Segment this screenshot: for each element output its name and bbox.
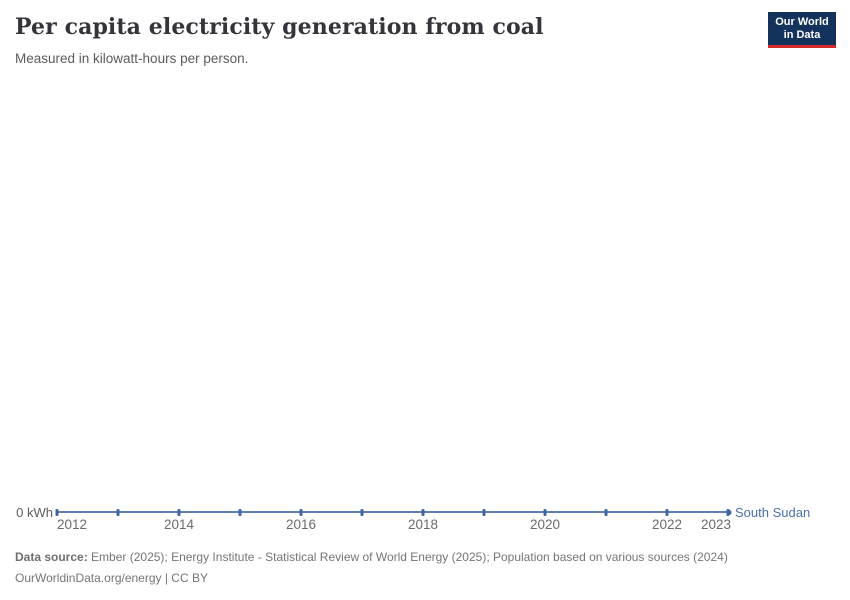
data-point-tick-2019: [482, 509, 486, 516]
data-point-tick-2022: [665, 509, 669, 516]
x-axis-label-2014: 2014: [163, 517, 195, 532]
x-axis-label-2022: 2022: [651, 517, 683, 532]
data-source-label: Data source:: [15, 550, 88, 564]
series-label-south-sudan[interactable]: South Sudan: [735, 505, 811, 520]
data-point-tick-2021: [604, 509, 608, 516]
data-point-tick-2017: [360, 509, 364, 516]
line-end-dot: [726, 509, 732, 515]
data-point-tick-2014: [177, 509, 181, 516]
series-line-south-sudan[interactable]: [57, 511, 728, 513]
owid-logo[interactable]: Our World in Data: [768, 12, 836, 48]
data-point-tick-2020: [543, 509, 547, 516]
chart-footer: Data source: Ember (2025); Energy Instit…: [15, 547, 728, 588]
x-axis-label-2016: 2016: [285, 517, 317, 532]
y-axis-zero-label: 0 kWh: [16, 505, 53, 520]
x-axis-label-2020: 2020: [529, 517, 561, 532]
x-axis-label-2018: 2018: [407, 517, 439, 532]
data-point-tick-2012: [55, 509, 59, 516]
citation-link[interactable]: OurWorldinData.org/energy | CC BY: [15, 571, 208, 585]
data-point-tick-2013: [116, 509, 120, 516]
chart-subtitle: Measured in kilowatt-hours per person.: [15, 51, 249, 66]
chart-title: Per capita electricity generation from c…: [15, 14, 544, 40]
data-point-tick-2018: [421, 509, 425, 516]
data-source-text: Ember (2025); Energy Institute - Statist…: [91, 550, 728, 564]
owid-logo-line2: in Data: [783, 28, 821, 41]
x-axis-label-2023: 2023: [700, 517, 731, 532]
data-source-line: Data source: Ember (2025); Energy Instit…: [15, 547, 728, 567]
x-axis-label-2012: 2012: [57, 517, 88, 532]
data-point-tick-2015: [238, 509, 242, 516]
data-point-tick-2016: [299, 509, 303, 516]
owid-logo-line1: Our World: [775, 15, 829, 28]
